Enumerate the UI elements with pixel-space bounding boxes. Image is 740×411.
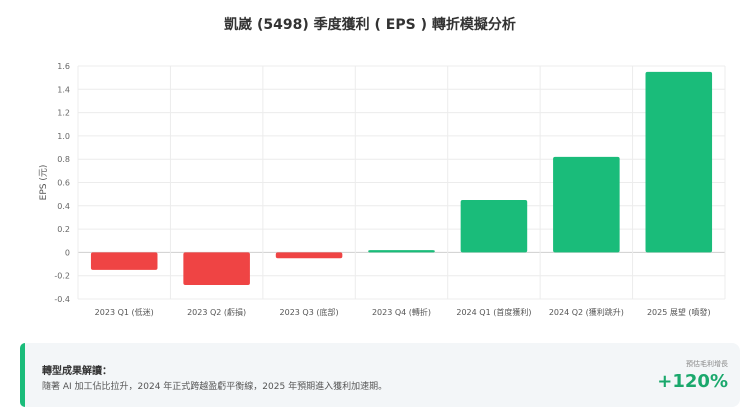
eps-bar-chart: 1.6 1.4 1.2 1.0 0.8 0.6 0.4 0.2 0 -0.2 -0.4 EPS (元)… xyxy=(39,62,726,317)
bar xyxy=(275,252,343,259)
y-tick-label: -0.4 xyxy=(54,295,70,304)
x-tick-label: 2023 Q4 (轉折) xyxy=(372,307,431,317)
y-tick-label: 0.2 xyxy=(57,225,70,234)
bar xyxy=(183,252,250,286)
x-tick-label: 2023 Q1 (低迷) xyxy=(95,307,154,317)
bar xyxy=(368,250,435,253)
x-tick-label: 2023 Q3 (底部) xyxy=(280,307,339,317)
bar xyxy=(645,71,713,253)
x-tick-label: 2024 Q1 (首度獲利) xyxy=(456,307,531,317)
bar xyxy=(460,199,528,253)
y-tick-label: 0.6 xyxy=(57,179,70,188)
growth-value: +120% xyxy=(657,371,728,392)
summary-text: 隨著 AI 加工佔比拉升，2024 年正式跨越盈虧平衡線，2025 年預期進入獲… xyxy=(42,382,388,392)
y-tick-label: -0.2 xyxy=(54,272,70,281)
x-tick-label: 2025 展望 (噴發) xyxy=(647,307,711,317)
growth-label: 預估毛利增長 xyxy=(686,360,728,368)
summary-title: 轉型成果解讀： xyxy=(42,366,112,377)
bar xyxy=(553,156,620,253)
y-tick-label: 0 xyxy=(65,248,70,257)
y-axis-label: EPS (元) xyxy=(39,165,49,201)
y-tick-label: 1.2 xyxy=(57,109,70,118)
y-tick-label: 0.8 xyxy=(57,155,70,164)
summary-card: 轉型成果解讀： 隨著 AI 加工佔比拉升，2024 年正式跨越盈虧平衡線，202… xyxy=(20,343,740,407)
summary-accent-bar xyxy=(20,343,25,407)
y-tick-label: 0.4 xyxy=(57,202,70,211)
y-tick-label: 1.0 xyxy=(57,132,70,141)
x-tick-label: 2023 Q2 (虧損) xyxy=(187,307,246,317)
x-tick-label: 2024 Q2 (獲利跳升) xyxy=(549,307,624,317)
y-tick-label: 1.4 xyxy=(57,85,70,94)
chart-title: 凱崴 (5498) 季度獲利 ( EPS ) 轉折模擬分析 xyxy=(224,17,516,33)
bar xyxy=(90,252,158,270)
y-tick-label: 1.6 xyxy=(57,62,70,71)
